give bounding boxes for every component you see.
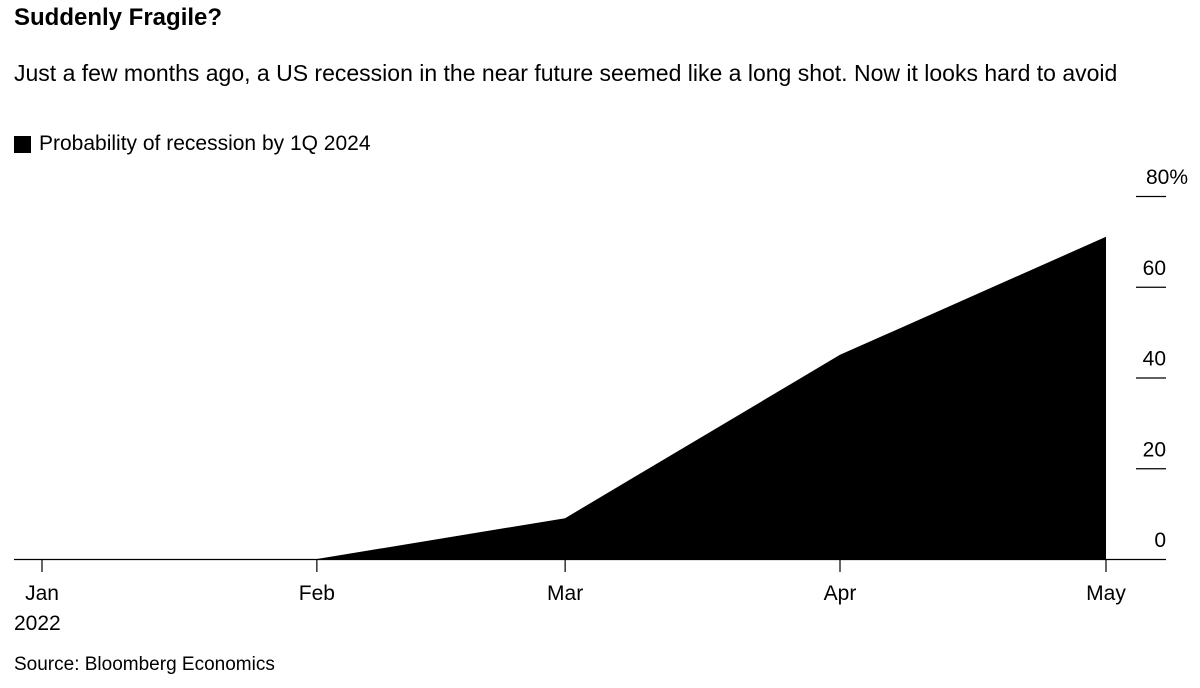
legend-label: Probability of recession by 1Q 2024 [39,132,371,155]
legend: Probability of recession by 1Q 2024 [14,132,371,156]
x-tick-label: Mar [547,582,583,605]
y-tick-label: 80% [1146,166,1188,189]
x-tick-label: Jan [25,582,59,605]
x-tick-label: Apr [824,582,857,605]
x-tick-label: Feb [299,582,335,605]
source-note: Source: Bloomberg Economics [14,654,275,675]
chart-title: Suddenly Fragile? [14,4,223,31]
y-tick-label: 60 [1143,257,1166,280]
y-tick-label: 40 [1143,348,1166,371]
chart-subtitle: Just a few months ago, a US recession in… [14,60,1118,86]
area-series [42,236,1106,560]
y-tick-label: 20 [1143,438,1166,461]
legend-swatch [14,135,31,153]
x-year-label: 2022 [14,612,61,635]
x-tick-label: May [1086,582,1126,605]
y-tick-label: 0 [1154,529,1166,552]
